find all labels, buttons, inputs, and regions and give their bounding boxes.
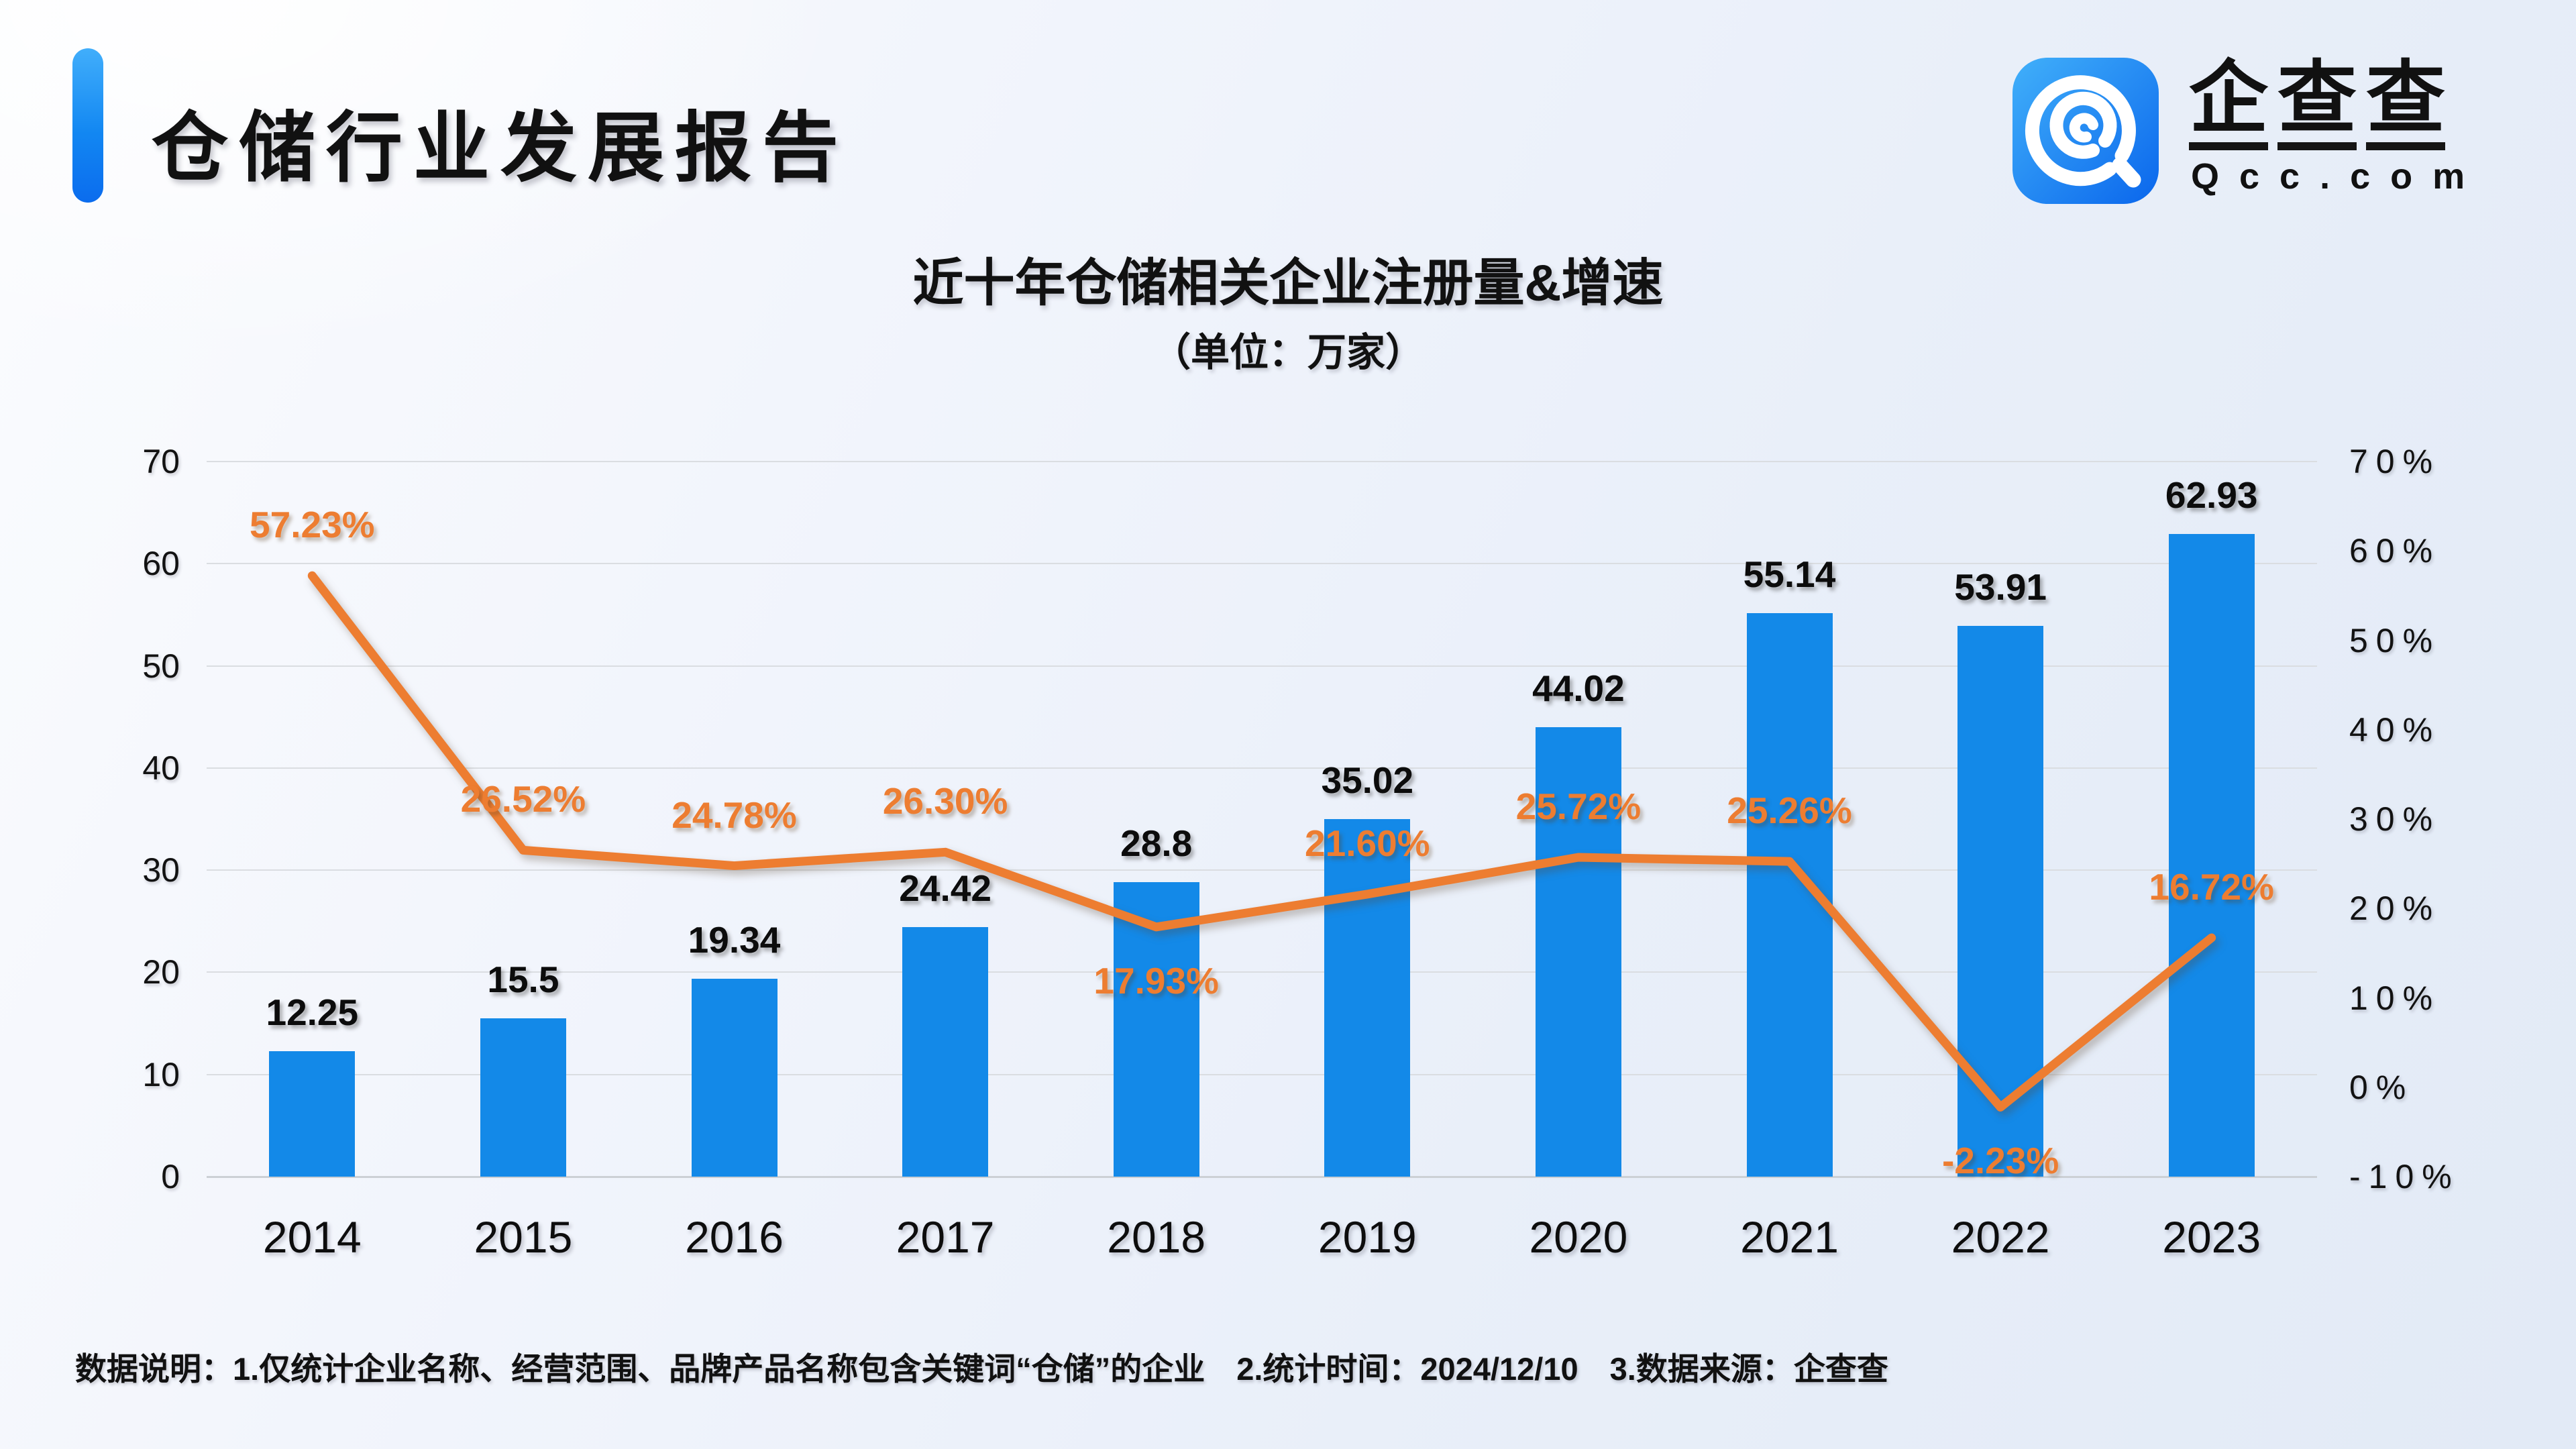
left-axis-tick-0: 0 <box>161 1158 180 1195</box>
bar-value-2016: 19.34 <box>688 919 781 961</box>
right-axis-tick-30: 30% <box>2349 800 2441 838</box>
growth-value-2014: 57.23% <box>250 504 375 546</box>
growth-value-2018: 17.93% <box>1093 959 1219 1002</box>
growth-value-2023: 16.72% <box>2149 865 2274 908</box>
bar-2016 <box>691 979 777 1177</box>
qcc-logo: 企查查 Qcc.com <box>2012 57 2485 204</box>
bar-value-2017: 24.42 <box>899 867 991 910</box>
plot-area: 0 10 20 30 40 50 60 70 -10% 0% 10% 20% 30% 40% 50% 60% 7… <box>142 443 2451 1262</box>
gridline-10 <box>207 1073 2317 1075</box>
right-axis-tick-20: 20% <box>2349 890 2441 928</box>
gridline-20 <box>207 971 2317 973</box>
chart-subtitle: （单位：万家） <box>1151 331 1424 374</box>
bar-2019 <box>1324 818 1411 1177</box>
title-accent-bar <box>72 48 103 203</box>
qcc-brand-char: 企 <box>2189 57 2269 150</box>
bar-value-2022: 53.91 <box>1954 566 2047 608</box>
bar-value-2019: 35.02 <box>1321 759 1414 801</box>
qcc-logo-text: 企查查 Qcc.com <box>2184 57 2485 197</box>
growth-value-2017: 26.30% <box>882 780 1008 822</box>
x-axis-label-2022: 2022 <box>1951 1212 2050 1262</box>
x-axis-label-2020: 2020 <box>1529 1212 1628 1262</box>
left-axis-tick-50: 50 <box>142 647 180 685</box>
bar-2023 <box>2168 533 2255 1177</box>
x-axis-label-2017: 2017 <box>896 1212 995 1262</box>
bar-2020 <box>1535 727 1621 1177</box>
right-axis-tick-40: 40% <box>2349 710 2441 749</box>
growth-line <box>307 571 2216 1112</box>
left-axis-tick-60: 60 <box>142 545 180 583</box>
x-axis-label-2015: 2015 <box>474 1212 573 1262</box>
bar-value-2015: 15.5 <box>487 958 559 1000</box>
gridline-60 <box>207 563 2317 565</box>
left-axis-tick-30: 30 <box>142 851 180 890</box>
gridline-40 <box>207 767 2317 769</box>
gridline-30 <box>207 869 2317 871</box>
gridline-0 <box>207 1176 2317 1178</box>
right-axis-tick-10: 10% <box>2349 979 2441 1017</box>
gridline-70 <box>207 461 2317 462</box>
footnote: 数据说明：1.仅统计企业名称、经营范围、品牌产品名称包含关键词“仓储”的企业 2… <box>75 1351 1888 1387</box>
x-axis-label-2021: 2021 <box>1740 1212 1839 1262</box>
left-axis-tick-20: 20 <box>142 953 180 991</box>
bar-2014 <box>269 1051 356 1177</box>
qcc-brand-char: 查 <box>2366 57 2446 150</box>
right-axis-tick-0: 0% <box>2349 1068 2414 1106</box>
bar-value-2023: 62.93 <box>2165 474 2258 516</box>
x-axis-label-2018: 2018 <box>1107 1212 1206 1262</box>
left-axis-tick-10: 10 <box>142 1055 180 1093</box>
left-axis-tick-70: 70 <box>142 443 180 480</box>
bar-value-2020: 44.02 <box>1532 667 1625 709</box>
qcc-logo-icon <box>2012 58 2159 204</box>
growth-value-2016: 24.78% <box>672 794 797 836</box>
bar-value-2014: 12.25 <box>266 991 359 1034</box>
qcc-domain-text: Qcc.com <box>2191 156 2485 197</box>
bar-value-2018: 28.8 <box>1120 822 1193 865</box>
right-axis-tick--10: -10% <box>2349 1158 2460 1195</box>
bar-value-2021: 55.14 <box>1743 553 1836 596</box>
growth-value-2019: 21.60% <box>1305 822 1430 864</box>
page-title: 仓储行业发展报告 <box>152 106 850 191</box>
chart-title: 近十年仓储相关企业注册量&增速 <box>912 255 1664 312</box>
right-axis-tick-50: 50% <box>2349 621 2441 659</box>
qcc-brand-text: 企查查 <box>2184 57 2485 150</box>
x-axis-label-2014: 2014 <box>262 1212 362 1262</box>
right-axis-tick-70: 70% <box>2349 443 2441 480</box>
gridline-50 <box>207 665 2317 667</box>
growth-value-2022: -2.23% <box>1941 1140 2059 1182</box>
right-axis-tick-60: 60% <box>2349 532 2441 570</box>
qcc-brand-char: 查 <box>2277 57 2357 150</box>
x-axis-label-2016: 2016 <box>685 1212 784 1262</box>
bar-2017 <box>902 927 989 1177</box>
x-axis-label-2023: 2023 <box>2162 1212 2261 1262</box>
bar-2018 <box>1113 882 1199 1177</box>
growth-value-2020: 25.72% <box>1515 786 1642 828</box>
growth-value-2021: 25.26% <box>1727 790 1852 832</box>
x-axis-label-2019: 2019 <box>1318 1212 1417 1262</box>
left-axis-tick-40: 40 <box>142 749 180 787</box>
growth-value-2015: 26.52% <box>460 778 586 820</box>
bar-2015 <box>480 1018 566 1177</box>
